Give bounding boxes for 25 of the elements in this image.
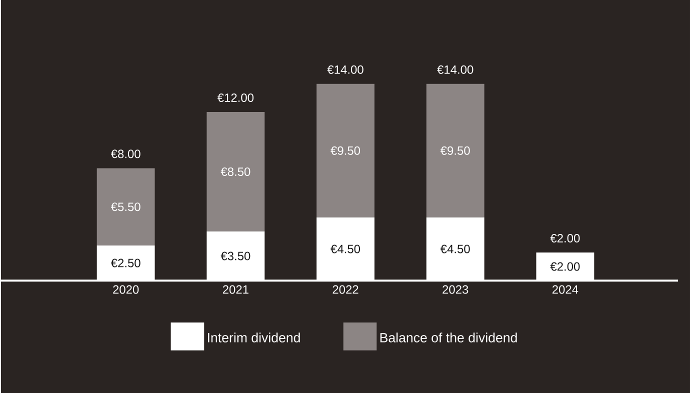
x-tick-label: 2023 bbox=[442, 285, 468, 294]
legend-label: Interim dividend bbox=[208, 332, 300, 342]
total-label: €8.00 bbox=[110, 149, 140, 158]
data-label: €4.50 bbox=[330, 244, 360, 254]
x-tick-label: 2024 bbox=[552, 285, 578, 294]
bar bbox=[206, 112, 265, 232]
bar bbox=[316, 84, 374, 218]
data-label: €2.00 bbox=[550, 262, 580, 271]
total-label: €14.00 bbox=[327, 65, 364, 74]
bar bbox=[96, 168, 155, 246]
data-label: €3.50 bbox=[220, 252, 250, 260]
x-tick-label: 2022 bbox=[332, 285, 358, 294]
total-label: €14.00 bbox=[437, 65, 474, 74]
x-tick-label: 2021 bbox=[222, 285, 248, 294]
data-label: €9.50 bbox=[330, 146, 360, 155]
total-label: €2.00 bbox=[550, 234, 580, 242]
data-label: €5.50 bbox=[110, 202, 140, 211]
legend-label: Balance of the dividend bbox=[380, 332, 517, 342]
x-tick-label: 2020 bbox=[113, 285, 139, 294]
data-label: €9.50 bbox=[440, 146, 470, 155]
bar bbox=[426, 84, 484, 218]
data-label: €8.50 bbox=[220, 167, 250, 176]
total-label: €12.00 bbox=[217, 93, 254, 102]
data-label: €4.50 bbox=[440, 244, 470, 254]
data-label: €2.50 bbox=[110, 258, 140, 268]
